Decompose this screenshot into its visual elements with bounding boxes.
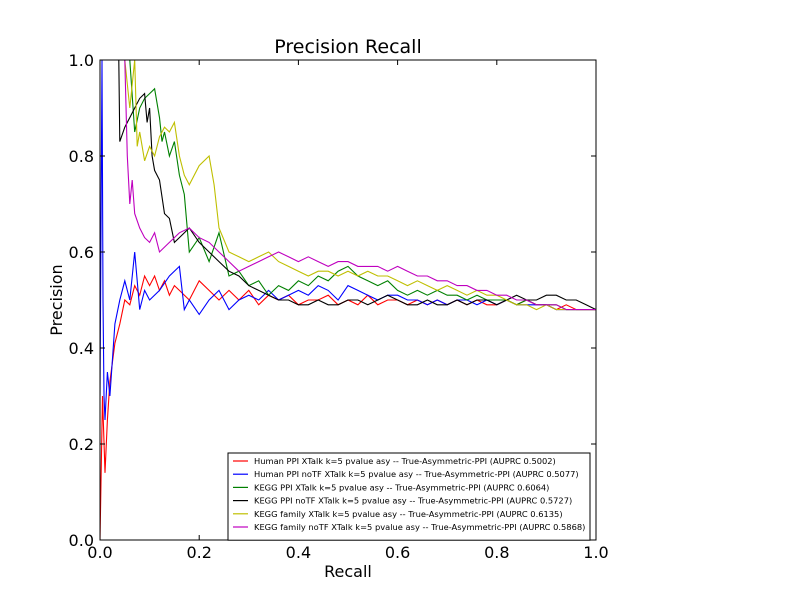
y-tick-label: 0.6 xyxy=(69,243,94,262)
y-tick-label: 1.0 xyxy=(69,51,94,70)
series-line-6 xyxy=(100,60,596,311)
x-tick-label: 0.2 xyxy=(186,543,211,562)
chart-title: Precision Recall xyxy=(274,36,422,58)
series-lines xyxy=(100,60,596,540)
legend: Human PPI XTalk k=5 pvalue asy -- True-A… xyxy=(227,452,591,541)
y-tick-label: 0.8 xyxy=(69,147,94,166)
series-line-4 xyxy=(100,60,596,311)
y-tick-label: 0.2 xyxy=(69,435,94,454)
y-tick-label: 0.0 xyxy=(69,531,94,550)
y-axis-title: Precision xyxy=(47,264,66,335)
legend-label: KEGG PPI XTalk k=5 pvalue asy -- True-As… xyxy=(254,482,549,492)
x-tick-label: 1.0 xyxy=(583,543,608,562)
series-line-3 xyxy=(100,60,596,311)
series-line-5 xyxy=(100,60,596,311)
legend-label: KEGG family XTalk k=5 pvalue asy -- True… xyxy=(254,509,563,519)
legend-box xyxy=(227,452,591,541)
x-tick-label: 0.4 xyxy=(286,543,311,562)
legend-label: Human PPI noTF XTalk k=5 pvalue asy -- T… xyxy=(254,469,579,479)
legend-label: KEGG family noTF XTalk k=5 pvalue asy --… xyxy=(254,522,585,532)
x-axis-title: Recall xyxy=(324,562,372,581)
legend-label: Human PPI XTalk k=5 pvalue asy -- True-A… xyxy=(254,456,556,466)
y-tick-label: 0.4 xyxy=(69,339,94,358)
x-tick-label: 0.8 xyxy=(484,543,509,562)
x-tick-label: 0.0 xyxy=(87,543,112,562)
legend-label: KEGG PPI noTF XTalk k=5 pvalue asy -- Tr… xyxy=(254,496,572,506)
axis-ticks: 0.0 0.2 0.4 0.6 0.8 1.0 0.0 0.2 0.4 0.6 0.8 1.0 xyxy=(69,51,609,562)
x-tick-label: 0.6 xyxy=(385,543,410,562)
